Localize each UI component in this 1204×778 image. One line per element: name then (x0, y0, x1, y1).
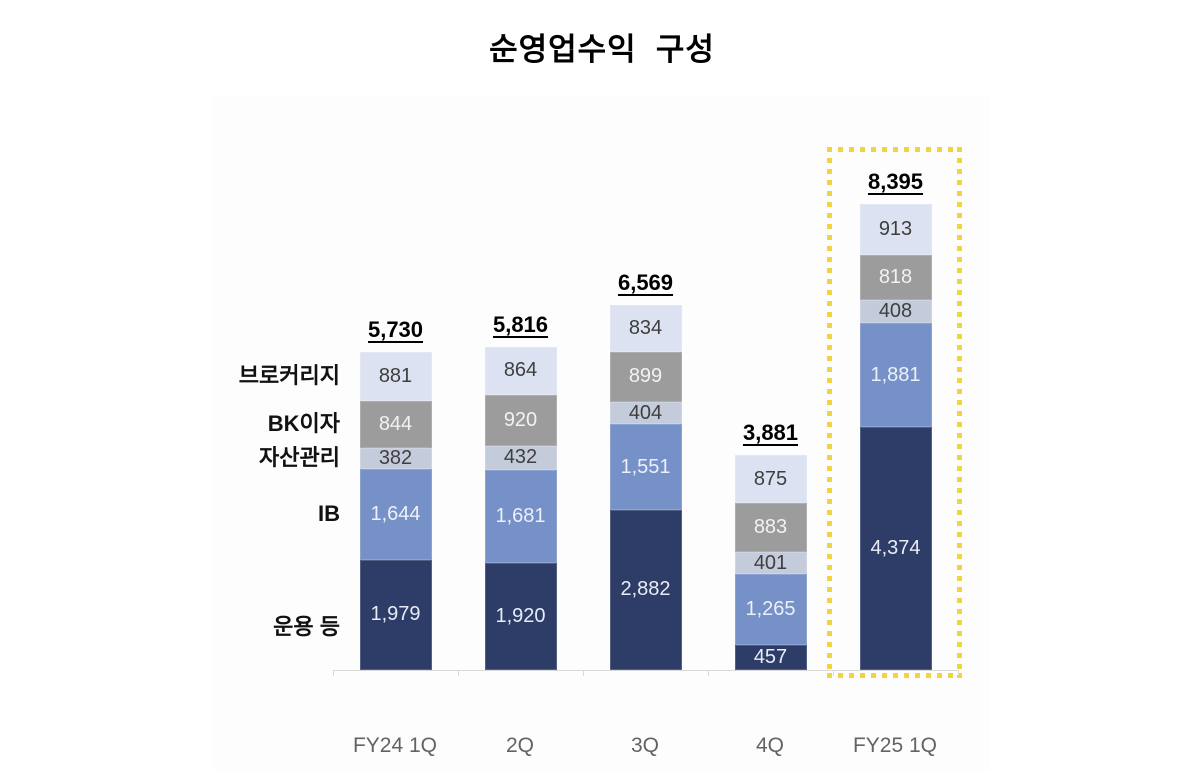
bar-segment: 382 (359, 446, 432, 469)
segment-value-label: 883 (753, 516, 788, 539)
bar-segment: 401 (734, 552, 807, 575)
category-label-asset-mgmt: 자산관리 (259, 445, 340, 470)
segment-value-label: 408 (878, 300, 913, 323)
bar-total-label: 5,816 (492, 312, 549, 338)
highlight-box-edge (827, 147, 832, 678)
bar-segment: 1,881 (859, 322, 932, 428)
chart-title: 순영업수익 구성 (489, 32, 715, 67)
segment-value-label: 1,681 (495, 505, 546, 528)
bar-segment: 875 (734, 454, 807, 504)
bar-segment: 2,882 (609, 510, 682, 670)
bar-segment: 834 (609, 305, 682, 352)
bar-segment: 1,681 (484, 470, 557, 564)
x-axis-label-3q: 3Q (630, 734, 659, 757)
segment-value-label: 834 (628, 317, 663, 340)
x-axis-label-2q: 2Q (505, 734, 534, 757)
bar-total-label: 5,730 (367, 316, 424, 342)
bar-segment: 457 (734, 644, 807, 670)
segment-value-label: 818 (878, 265, 913, 288)
segment-value-label: 875 (753, 467, 788, 490)
category-label-brokerage: 브로커리지 (238, 363, 340, 388)
bar-segment: 818 (859, 254, 932, 301)
highlight-box-edge (827, 147, 962, 152)
bar-segment: 408 (859, 300, 932, 323)
segment-value-label: 844 (378, 412, 413, 435)
x-axis-line (333, 670, 959, 671)
bar-segment: 881 (359, 351, 432, 401)
bar-segment: 1,920 (484, 563, 557, 670)
bar-segment: 844 (359, 400, 432, 448)
bar-segment: 1,551 (609, 423, 682, 511)
bar-segment: 1,265 (734, 574, 807, 645)
bar-segment: 864 (484, 347, 557, 396)
highlight-box-fy25-1q (827, 147, 962, 678)
segment-value-label: 1,881 (870, 363, 921, 386)
x-axis-label-4q: 4Q (755, 734, 784, 757)
segment-value-label: 913 (878, 218, 913, 241)
segment-value-label: 382 (378, 446, 413, 469)
x-axis-tick (333, 670, 334, 676)
x-axis-tick (708, 670, 709, 676)
segment-value-label: 4,374 (870, 537, 921, 560)
segment-value-label: 432 (503, 446, 538, 469)
x-axis-label-fy25-1q: FY25 1Q (852, 734, 938, 757)
segment-value-label: 401 (753, 552, 788, 575)
segment-value-label: 1,265 (745, 598, 796, 621)
bar-segment: 913 (859, 204, 932, 255)
bar-total-label: 6,569 (617, 270, 674, 296)
bar-segment: 432 (484, 446, 557, 471)
x-axis-tick (458, 670, 459, 676)
bar-segment: 883 (734, 503, 807, 553)
bar-segment: 4,374 (859, 427, 932, 670)
bar-segment: 920 (484, 395, 557, 447)
bar-total-label: 8,395 (867, 169, 924, 195)
x-axis-tick (583, 670, 584, 676)
category-label-ib: IB (318, 501, 340, 526)
segment-value-label: 1,979 (370, 603, 421, 626)
segment-value-label: 899 (628, 364, 663, 387)
bar-segment: 1,979 (359, 560, 432, 670)
segment-value-label: 920 (503, 409, 538, 432)
highlight-box-edge (957, 147, 962, 678)
bar-segment: 404 (609, 401, 682, 424)
segment-value-label: 2,882 (620, 578, 671, 601)
highlight-box-edge (827, 673, 962, 678)
segment-value-label: 1,551 (620, 455, 671, 478)
segment-value-label: 881 (378, 364, 413, 387)
segment-value-label: 404 (628, 401, 663, 424)
segment-value-label: 1,920 (495, 605, 546, 628)
category-label-trading-etc: 운용 등 (273, 614, 340, 639)
segment-value-label: 864 (503, 359, 538, 382)
bar-total-label: 3,881 (742, 419, 799, 445)
bar-segment: 899 (609, 351, 682, 402)
x-axis-label-fy24-1q: FY24 1Q (352, 734, 438, 757)
segment-value-label: 1,644 (370, 502, 421, 525)
category-label-bk-interest: BK이자 (267, 411, 340, 436)
segment-value-label: 457 (753, 645, 788, 668)
bar-segment: 1,644 (359, 468, 432, 561)
